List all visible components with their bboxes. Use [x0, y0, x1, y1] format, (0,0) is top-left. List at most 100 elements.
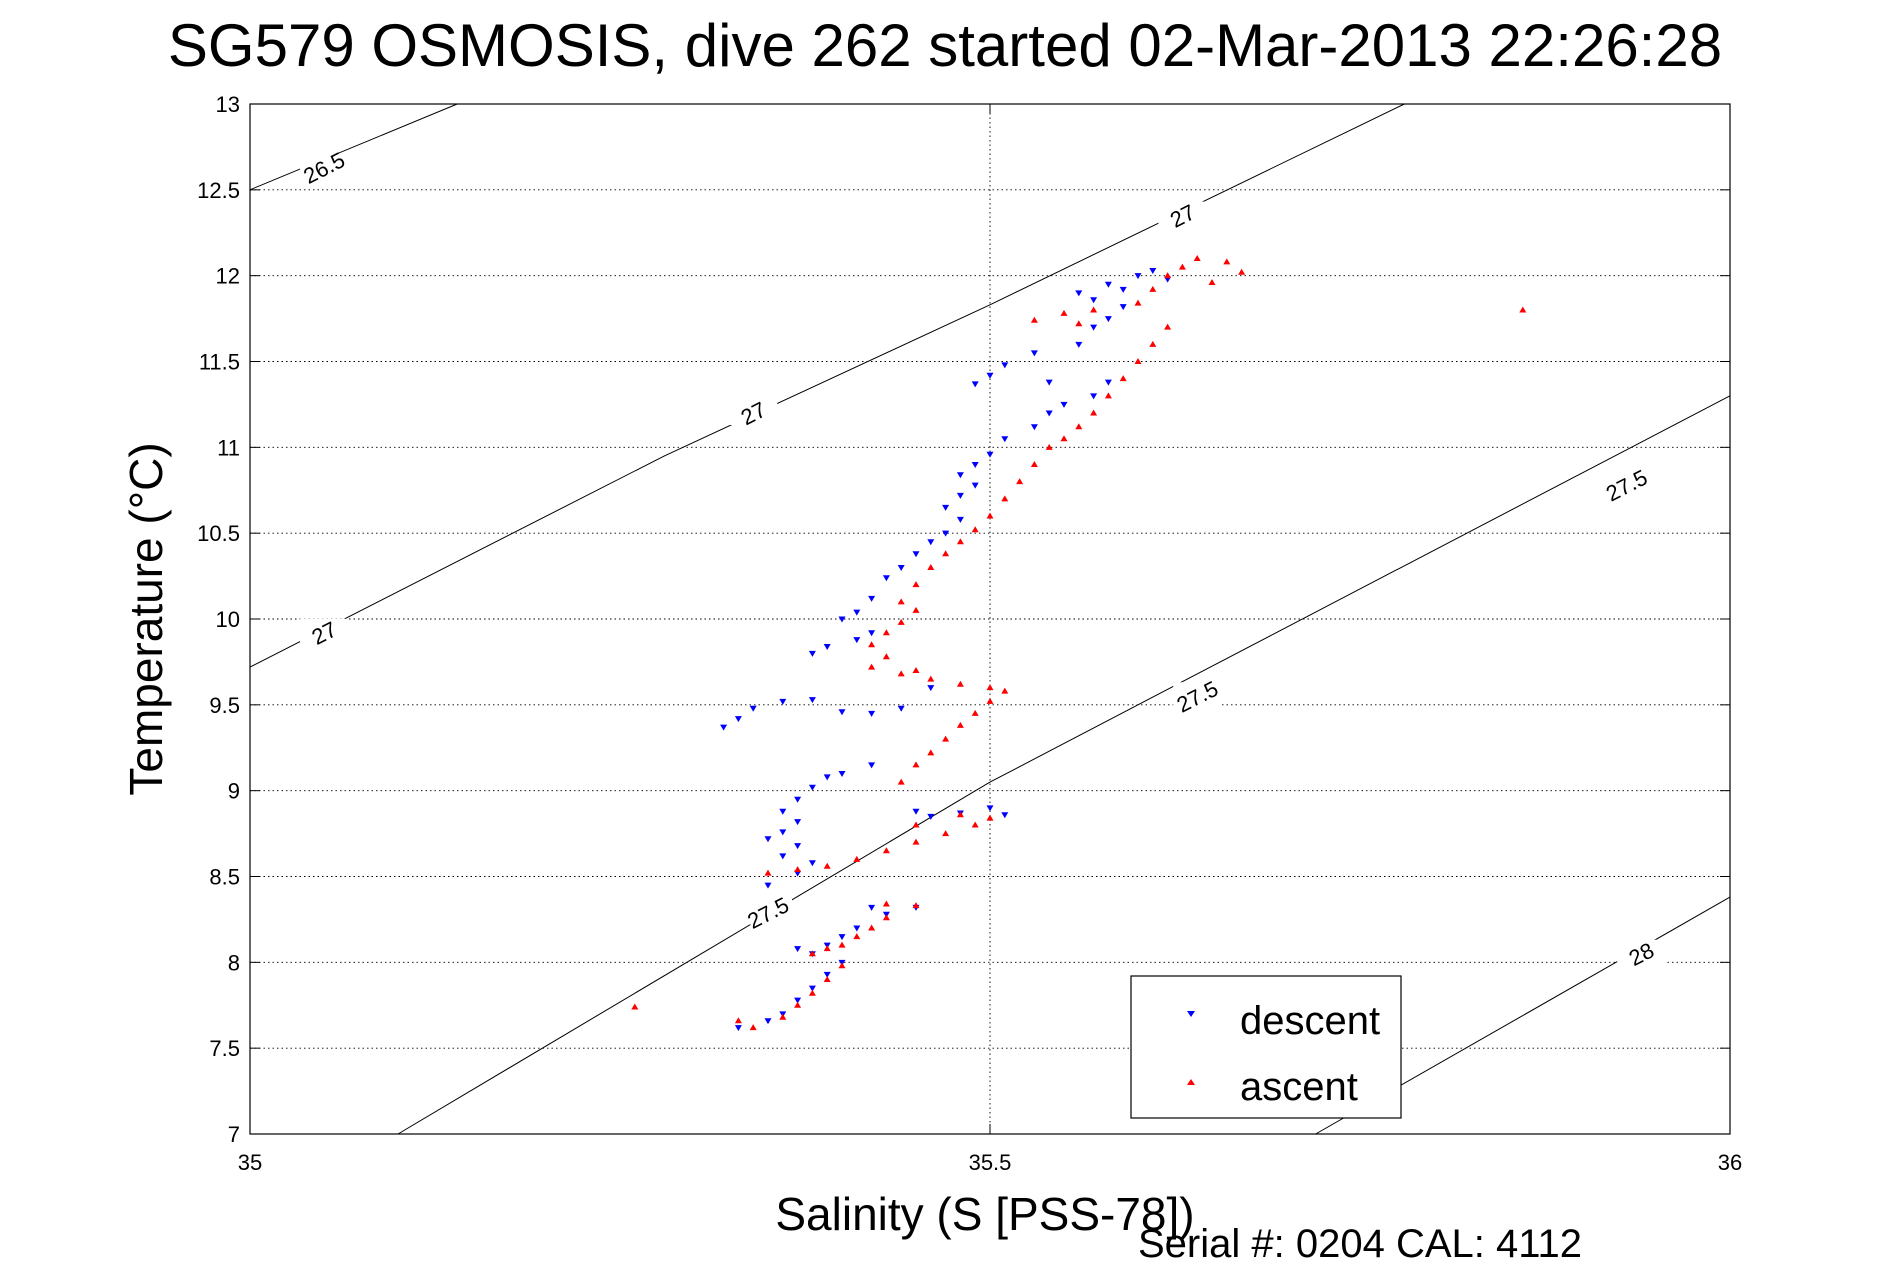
descent-point — [986, 372, 994, 379]
descent-point — [838, 616, 846, 623]
ascent-point — [971, 526, 979, 533]
ascent-point — [897, 778, 905, 785]
density-contour-label: 27 — [729, 397, 778, 430]
data-series — [631, 255, 1527, 1032]
descent-point — [779, 829, 787, 836]
descent-point — [971, 462, 979, 468]
descent-point — [912, 808, 920, 815]
density-contour-label: 27 — [300, 616, 348, 650]
ascent-point — [971, 821, 979, 828]
ascent-point — [838, 941, 846, 948]
contour-label-backdrop — [300, 618, 348, 645]
descent-point — [794, 819, 802, 826]
ascent-point — [853, 855, 861, 862]
ascent-point — [779, 1013, 787, 1020]
descent-point — [720, 724, 728, 731]
ascent-point — [882, 900, 890, 907]
descent-point — [749, 705, 757, 712]
ascent-point — [1223, 258, 1231, 265]
ascent-point — [882, 914, 890, 921]
ascent-point — [794, 866, 802, 873]
descent-point — [1119, 304, 1127, 311]
ascent-point — [912, 838, 920, 845]
ascent-point — [868, 924, 876, 931]
ascent-point — [912, 821, 920, 828]
descent-point — [794, 997, 802, 1004]
ascent-point — [912, 761, 920, 768]
ascent-point — [1016, 478, 1024, 485]
ascent-point — [882, 847, 890, 854]
ascent-point — [986, 814, 994, 821]
contour-label-backdrop — [1602, 471, 1651, 498]
descent-point — [1090, 297, 1098, 304]
chart-title: SG579 OSMOSIS, dive 262 started 02-Mar-2… — [168, 12, 1722, 79]
descent-point — [956, 516, 964, 523]
descent-point — [956, 472, 964, 479]
descent-point — [927, 813, 935, 820]
ascent-point — [1519, 306, 1527, 313]
descent-point — [838, 771, 846, 777]
contour-label-backdrop — [744, 898, 792, 925]
descent-point — [779, 808, 787, 815]
descent-point — [823, 774, 831, 781]
ascent-point — [897, 670, 905, 677]
descent-point — [808, 650, 816, 657]
ascent-point — [1104, 392, 1112, 399]
descent-point — [868, 630, 876, 637]
y-tick-label: 9.5 — [209, 693, 240, 718]
ascent-series — [631, 255, 1527, 1031]
descent-point — [823, 971, 831, 978]
x-tick-label: 35 — [238, 1150, 262, 1175]
descent-point — [1104, 379, 1112, 386]
contour-label-backdrop — [1158, 201, 1207, 228]
x-tick-label: 36 — [1718, 1150, 1742, 1175]
density-contour-label: 27.5 — [1173, 676, 1223, 718]
y-tick-label: 12.5 — [197, 178, 240, 203]
contour-label-backdrop — [1617, 939, 1666, 966]
legend-box — [1130, 975, 1402, 1119]
ascent-point — [734, 1017, 742, 1024]
y-tick-label: 8.5 — [209, 865, 240, 890]
ascent-point — [838, 962, 846, 969]
ascent-point — [764, 869, 772, 876]
ascent-point — [1193, 255, 1201, 261]
density-contour-label: 28 — [1617, 938, 1666, 971]
descent-point — [868, 904, 876, 911]
descent-point — [956, 492, 964, 499]
descent-point — [1045, 410, 1053, 417]
descent-point — [1104, 316, 1112, 323]
ascent-point — [823, 976, 831, 982]
descent-point — [897, 705, 905, 712]
ascent-point — [897, 618, 905, 625]
y-tick-label: 10.5 — [197, 521, 240, 546]
descent-point — [1134, 273, 1142, 280]
ascent-point — [823, 945, 831, 952]
ascent-point — [1134, 358, 1142, 364]
descent-point — [1001, 812, 1009, 819]
descent-point — [808, 985, 816, 992]
ascent-point — [897, 598, 905, 605]
ascent-point — [1030, 316, 1038, 323]
descent-point — [779, 698, 787, 705]
descent-point — [1149, 268, 1157, 275]
density-contour-label: 27 — [1158, 199, 1207, 233]
ascent-point — [912, 667, 920, 673]
contour-label-backdrop — [729, 399, 778, 425]
descent-point — [971, 482, 979, 489]
descent-point — [853, 637, 861, 644]
descent-point — [1001, 362, 1009, 369]
serial-cal-footer: Serial #: 0204 CAL: 4112 — [1138, 1222, 1582, 1262]
ascent-point — [853, 933, 861, 940]
descent-point — [853, 925, 861, 932]
descent-point — [868, 710, 876, 717]
descent-point — [882, 575, 890, 582]
y-tick-label: 7 — [228, 1122, 240, 1147]
y-tick-label: 10 — [216, 607, 240, 632]
y-tick-label: 12 — [216, 264, 240, 289]
ascent-point — [1045, 443, 1053, 450]
ascent-point — [1001, 687, 1009, 694]
ascent-point — [986, 684, 994, 691]
y-tick-label: 13 — [216, 92, 240, 117]
descent-point — [1001, 436, 1009, 443]
